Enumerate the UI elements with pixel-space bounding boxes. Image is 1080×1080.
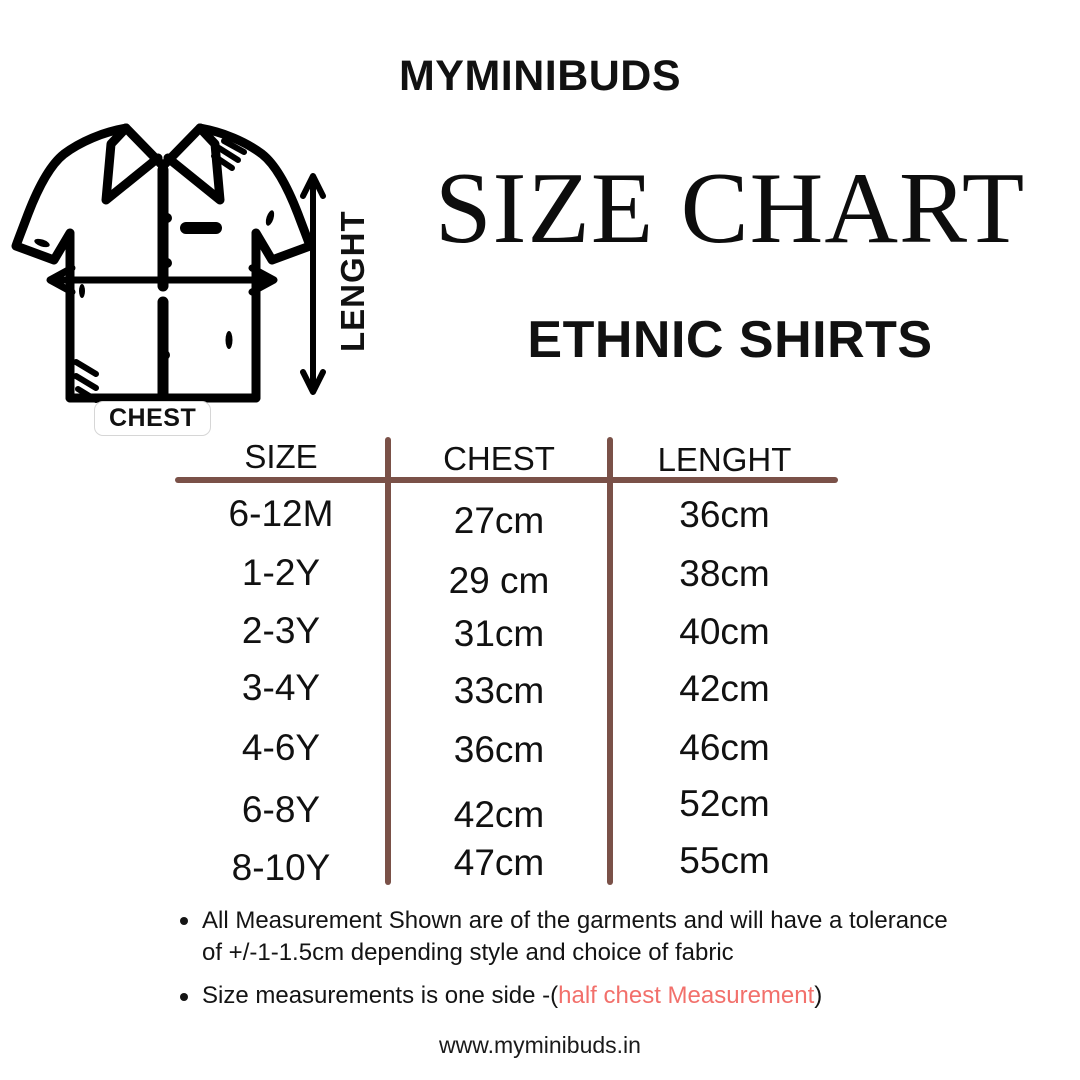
header-size: SIZE bbox=[244, 438, 318, 475]
chest-label: CHEST bbox=[94, 401, 212, 437]
cell-chest: 27cm bbox=[453, 500, 545, 541]
cell-chest: 36cm bbox=[453, 729, 545, 770]
shirt-illustration: CHEST bbox=[8, 108, 318, 437]
cell-length: 46cm bbox=[679, 727, 770, 768]
cell-size: 8-10Y bbox=[231, 847, 331, 888]
cell-size: 6-12M bbox=[228, 493, 334, 534]
cell-chest: 29 cm bbox=[448, 560, 550, 601]
brand-name: MYMINIBUDS bbox=[398, 52, 682, 100]
note-text-suffix: ) bbox=[814, 982, 823, 1010]
cell-size: 2-3Y bbox=[241, 610, 321, 651]
cell-length: 55cm bbox=[679, 840, 770, 881]
cell-chest: 33cm bbox=[453, 670, 545, 711]
header-length: LENGHT bbox=[657, 441, 792, 478]
cell-size: 4-6Y bbox=[241, 727, 321, 768]
cell-size: 6-8Y bbox=[241, 789, 321, 830]
column-divider-2 bbox=[607, 437, 613, 885]
website-url: www.myminibuds.in bbox=[439, 1032, 641, 1058]
short-sleeve-collared-shirt-icon bbox=[11, 123, 315, 403]
cell-chest: 31cm bbox=[453, 613, 545, 654]
length-label: LENGHT bbox=[334, 210, 371, 352]
column-divider-1 bbox=[385, 437, 391, 885]
bullet-icon bbox=[180, 917, 188, 926]
note-text-prefix: Size measurements is one side -( bbox=[202, 982, 559, 1010]
note-text: All Measurement Shown are of the garment… bbox=[202, 907, 948, 966]
cell-size: 1-2Y bbox=[241, 552, 321, 593]
cell-length: 36cm bbox=[679, 494, 770, 535]
bullet-icon bbox=[180, 992, 188, 1001]
page-subtitle: ETHNIC SHIRTS bbox=[527, 311, 933, 369]
cell-length: 42cm bbox=[679, 668, 770, 709]
note-item: Size measurements is one side -(half che… bbox=[170, 980, 960, 1012]
cell-length: 38cm bbox=[679, 553, 770, 594]
page-title: SIZE CHART bbox=[434, 152, 1026, 265]
notes-list: All Measurement Shown are of the garment… bbox=[170, 905, 960, 1012]
header-chest: CHEST bbox=[443, 440, 555, 477]
cell-chest: 42cm bbox=[453, 794, 545, 835]
note-text-highlight: half chest Measurement bbox=[558, 982, 815, 1010]
cell-length: 52cm bbox=[679, 783, 770, 824]
header-divider-line bbox=[175, 477, 838, 483]
size-table: SIZE CHEST LENGHT 6-12M 27cm 36cm 1-2Y 2… bbox=[0, 430, 1080, 900]
length-arrow-icon bbox=[296, 168, 330, 400]
note-item: All Measurement Shown are of the garment… bbox=[170, 905, 960, 968]
cell-size: 3-4Y bbox=[241, 667, 321, 708]
chest-arrow-icon bbox=[46, 264, 278, 296]
cell-chest: 47cm bbox=[453, 842, 545, 883]
cell-length: 40cm bbox=[679, 611, 770, 652]
